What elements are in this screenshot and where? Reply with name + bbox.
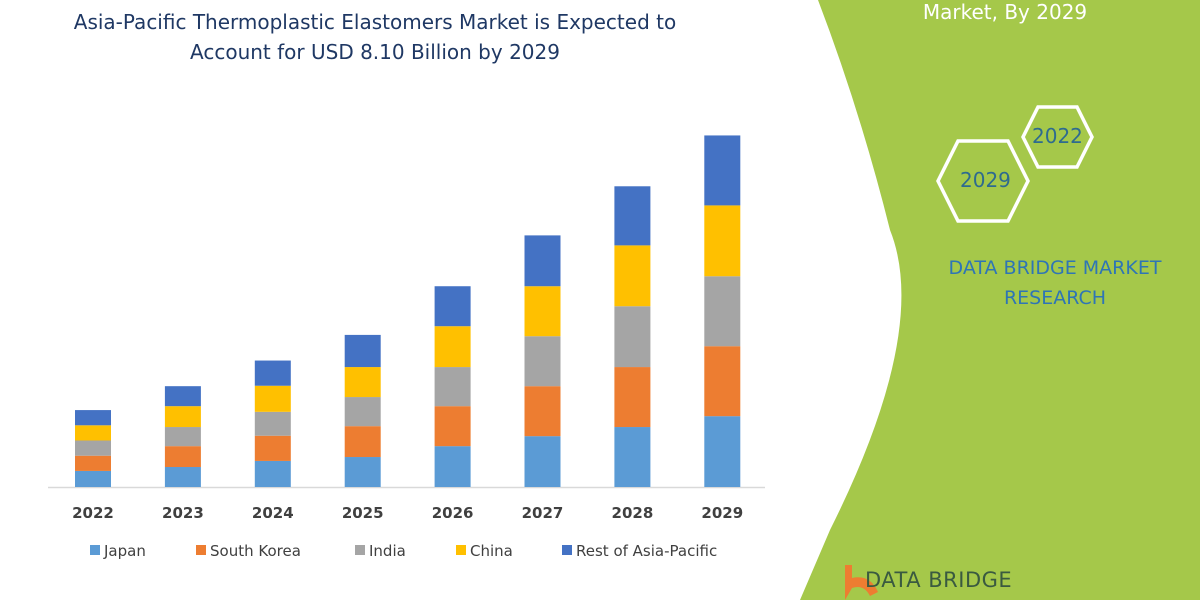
logo-icon	[845, 565, 878, 600]
bar-segment-china-2024	[254, 385, 291, 412]
hexagon-2022	[1021, 105, 1094, 169]
bar-segment-south-korea-2022	[75, 455, 111, 471]
bar-segment-south-korea-2023	[164, 446, 201, 468]
bar-segment-japan-2023	[164, 467, 201, 487]
hex-label-2029: 2029	[960, 168, 1011, 192]
bar-segment-rest-of-asia-pacific-2025	[344, 334, 381, 368]
chart-title: Asia-Pacific Thermoplastic Elastomers Ma…	[30, 7, 720, 67]
legend-swatch-rest-of-asia-pacific	[562, 545, 572, 555]
bar-segment-south-korea-2025	[344, 426, 381, 458]
brand-text: DATA BRIDGE MARKET RESEARCH	[910, 253, 1200, 313]
bar-segment-india-2028	[614, 306, 651, 368]
bar-segment-rest-of-asia-pacific-2029	[704, 135, 741, 206]
bar-segment-south-korea-2029	[704, 346, 741, 417]
bar-segment-india-2022	[75, 440, 111, 456]
bar-segment-india-2024	[254, 411, 291, 436]
title-line-2: Account for USD 8.10 Billion by 2029	[190, 40, 560, 64]
bar-segment-china-2027	[524, 286, 561, 337]
x-tick-label: 2028	[612, 504, 654, 522]
legend-swatch-india	[355, 545, 365, 555]
legend-label: China	[470, 542, 513, 560]
legend-label: India	[369, 542, 406, 560]
x-tick-label: 2022	[72, 504, 114, 522]
bar-segment-rest-of-asia-pacific-2022	[75, 410, 111, 426]
legend-swatch-south-korea	[196, 545, 206, 555]
bar-segment-rest-of-asia-pacific-2023	[164, 386, 201, 407]
bar-segment-china-2025	[344, 367, 381, 398]
legend-swatch-japan	[90, 545, 100, 555]
bar-segment-rest-of-asia-pacific-2028	[614, 186, 651, 246]
x-tick-label: 2029	[701, 504, 743, 522]
x-tick-label: 2023	[162, 504, 204, 522]
bar-segment-south-korea-2028	[614, 367, 651, 428]
bar-segment-japan-2029	[704, 416, 741, 487]
bar-segment-china-2026	[434, 326, 471, 368]
bar-segment-china-2028	[614, 245, 651, 307]
hexagon-2029	[936, 139, 1030, 223]
bar-segment-rest-of-asia-pacific-2026	[434, 286, 471, 327]
bar-segment-south-korea-2024	[254, 435, 291, 461]
bar-segment-japan-2028	[614, 427, 651, 487]
panel-title: Market, By 2029	[922, 0, 1088, 24]
bar-segment-china-2023	[164, 406, 201, 428]
legend-label: Rest of Asia-Pacific	[576, 542, 717, 560]
legend-swatch-china	[456, 545, 466, 555]
bar-segment-japan-2025	[344, 457, 381, 487]
hex-label-2022: 2022	[1032, 124, 1083, 148]
bar-segment-south-korea-2026	[434, 406, 471, 447]
bar-segment-japan-2027	[524, 436, 561, 487]
title-line-1: Asia-Pacific Thermoplastic Elastomers Ma…	[73, 10, 677, 34]
bar-segment-japan-2024	[254, 460, 291, 487]
bar-segment-india-2029	[704, 276, 741, 347]
logo-text: DATA BRIDGE	[865, 568, 1013, 592]
legend-label: Japan	[103, 542, 146, 560]
bar-segment-rest-of-asia-pacific-2027	[524, 235, 561, 287]
stacked-bar-chart: 2022 2023 2024 2025 2026 2027 2028 2029 Japan Sou…	[48, 135, 765, 560]
legend-label: South Korea	[210, 542, 301, 560]
x-tick-label: 2026	[432, 504, 474, 522]
bar-segment-india-2025	[344, 397, 381, 427]
x-tick-label: 2025	[342, 504, 384, 522]
bar-segment-china-2022	[75, 425, 111, 441]
bar-segment-south-korea-2027	[524, 386, 561, 437]
green-panel	[800, 0, 1200, 600]
x-tick-label: 2027	[522, 504, 564, 522]
bar-segment-china-2029	[704, 205, 741, 277]
bar-segment-japan-2026	[434, 446, 471, 487]
brand-line-1: DATA BRIDGE MARKET	[948, 257, 1162, 279]
bar-segment-japan-2022	[75, 470, 111, 487]
bar-segment-rest-of-asia-pacific-2024	[254, 360, 291, 386]
bar-segment-india-2027	[524, 336, 561, 387]
bar-segment-india-2026	[434, 367, 471, 407]
bar-segment-india-2023	[164, 427, 201, 447]
brand-line-2: RESEARCH	[1003, 287, 1107, 309]
x-tick-label: 2024	[252, 504, 294, 522]
